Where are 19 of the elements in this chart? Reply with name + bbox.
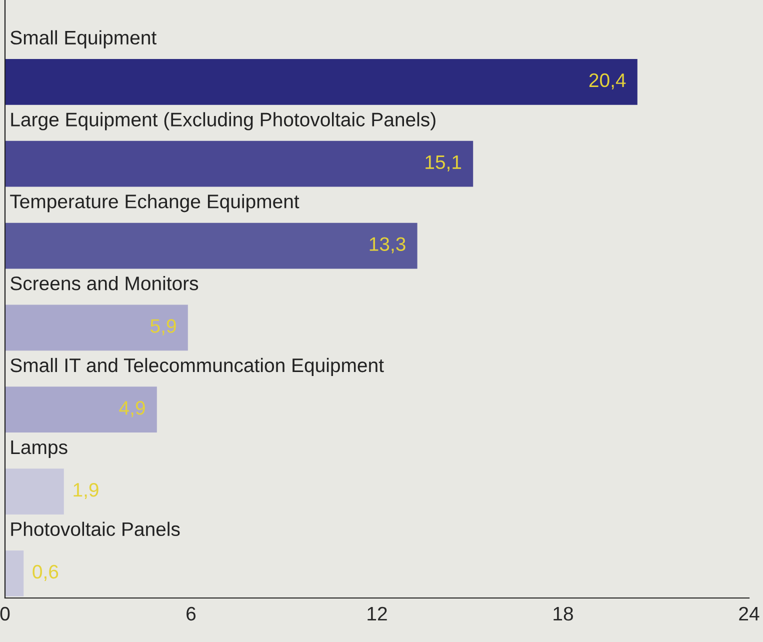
x-tick-label: 24 (739, 606, 760, 620)
y-tick-label: Photovoltaic Panels (11, 522, 180, 536)
x-tick-label: 6 (186, 606, 196, 621)
y-tick-label: Small Equipment (10, 30, 156, 48)
data-label: 0,6 (32, 564, 58, 581)
y-tick-label: Screens and Monitors (10, 276, 198, 290)
data-label: 1,9 (74, 482, 98, 500)
data-label: 15,1 (426, 155, 462, 172)
y-tick-label: Lamps (11, 440, 68, 458)
x-tick-label: 18 (554, 606, 573, 621)
data-label: 4,9 (119, 401, 145, 418)
x-tick-label: 0 (0, 606, 10, 621)
x-tick-label: 12 (368, 606, 387, 620)
y-tick-label: Large Equipment (Excluding Photovoltaic Panels) (11, 112, 436, 130)
data-label: 20,4 (589, 73, 626, 90)
y-tick-label: Temperature Echange Equipment (10, 194, 300, 212)
y-tick-label: Small IT and Telecommuncation Equipment (10, 358, 384, 376)
data-label: 5,9 (150, 319, 176, 336)
data-label: 13,3 (370, 237, 406, 254)
